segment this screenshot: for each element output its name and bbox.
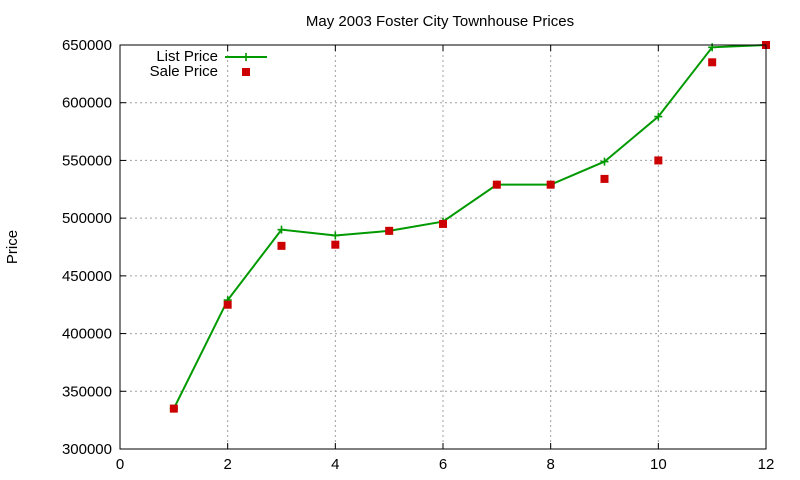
tick-labels: 300000 350000 400000 450000 500000 550000 6000…	[62, 37, 774, 473]
chart-title: May 2003 Foster City Townhouse Prices	[306, 13, 574, 30]
y-axis-label: Price	[4, 230, 21, 264]
y-tick-label: 450000	[62, 268, 112, 285]
sale-price-marker	[331, 240, 340, 249]
legend-list-price-marker	[242, 53, 250, 61]
sale-price-marker	[223, 300, 232, 309]
x-tick-label: 10	[650, 456, 667, 473]
y-tick-label: 650000	[62, 37, 112, 54]
sale-price-marker	[169, 404, 178, 413]
y-tick-label: 400000	[62, 326, 112, 343]
list-price-marker	[331, 231, 340, 240]
grid-lines	[120, 45, 766, 449]
x-tick-label: 6	[439, 456, 447, 473]
list-price-marker	[277, 225, 286, 234]
sale-price-marker	[708, 58, 717, 67]
y-tick-label: 350000	[62, 383, 112, 400]
sale-price-marker	[600, 174, 609, 183]
y-tick-label: 500000	[62, 210, 112, 227]
sale-price-marker	[546, 180, 555, 189]
list-price-line	[172, 44, 767, 410]
sale-price-marker	[654, 156, 663, 165]
sale-price-marker	[385, 226, 394, 235]
y-tick-label: 300000	[62, 441, 112, 458]
y-tick-label: 600000	[62, 95, 112, 112]
sale-price-marker	[439, 219, 447, 228]
legend-sale-price-marker	[242, 68, 250, 76]
x-tick-label: 0	[116, 456, 124, 473]
list-price-marker	[654, 112, 663, 121]
x-tick-label: 12	[758, 456, 775, 473]
x-tick-label: 8	[546, 456, 554, 473]
y-tick-label: 550000	[62, 152, 112, 169]
x-tick-label: 2	[223, 456, 231, 473]
x-tick-label: 4	[331, 456, 339, 473]
list-price-marker	[600, 157, 609, 166]
series-layer	[169, 41, 770, 413]
sale-price-marker	[492, 180, 501, 189]
legend-sale-price-label: Sale Price	[150, 63, 218, 80]
sale-price-marker	[277, 241, 286, 250]
plot-border	[119, 44, 767, 450]
legend-list-price-label: List Price	[156, 48, 218, 65]
